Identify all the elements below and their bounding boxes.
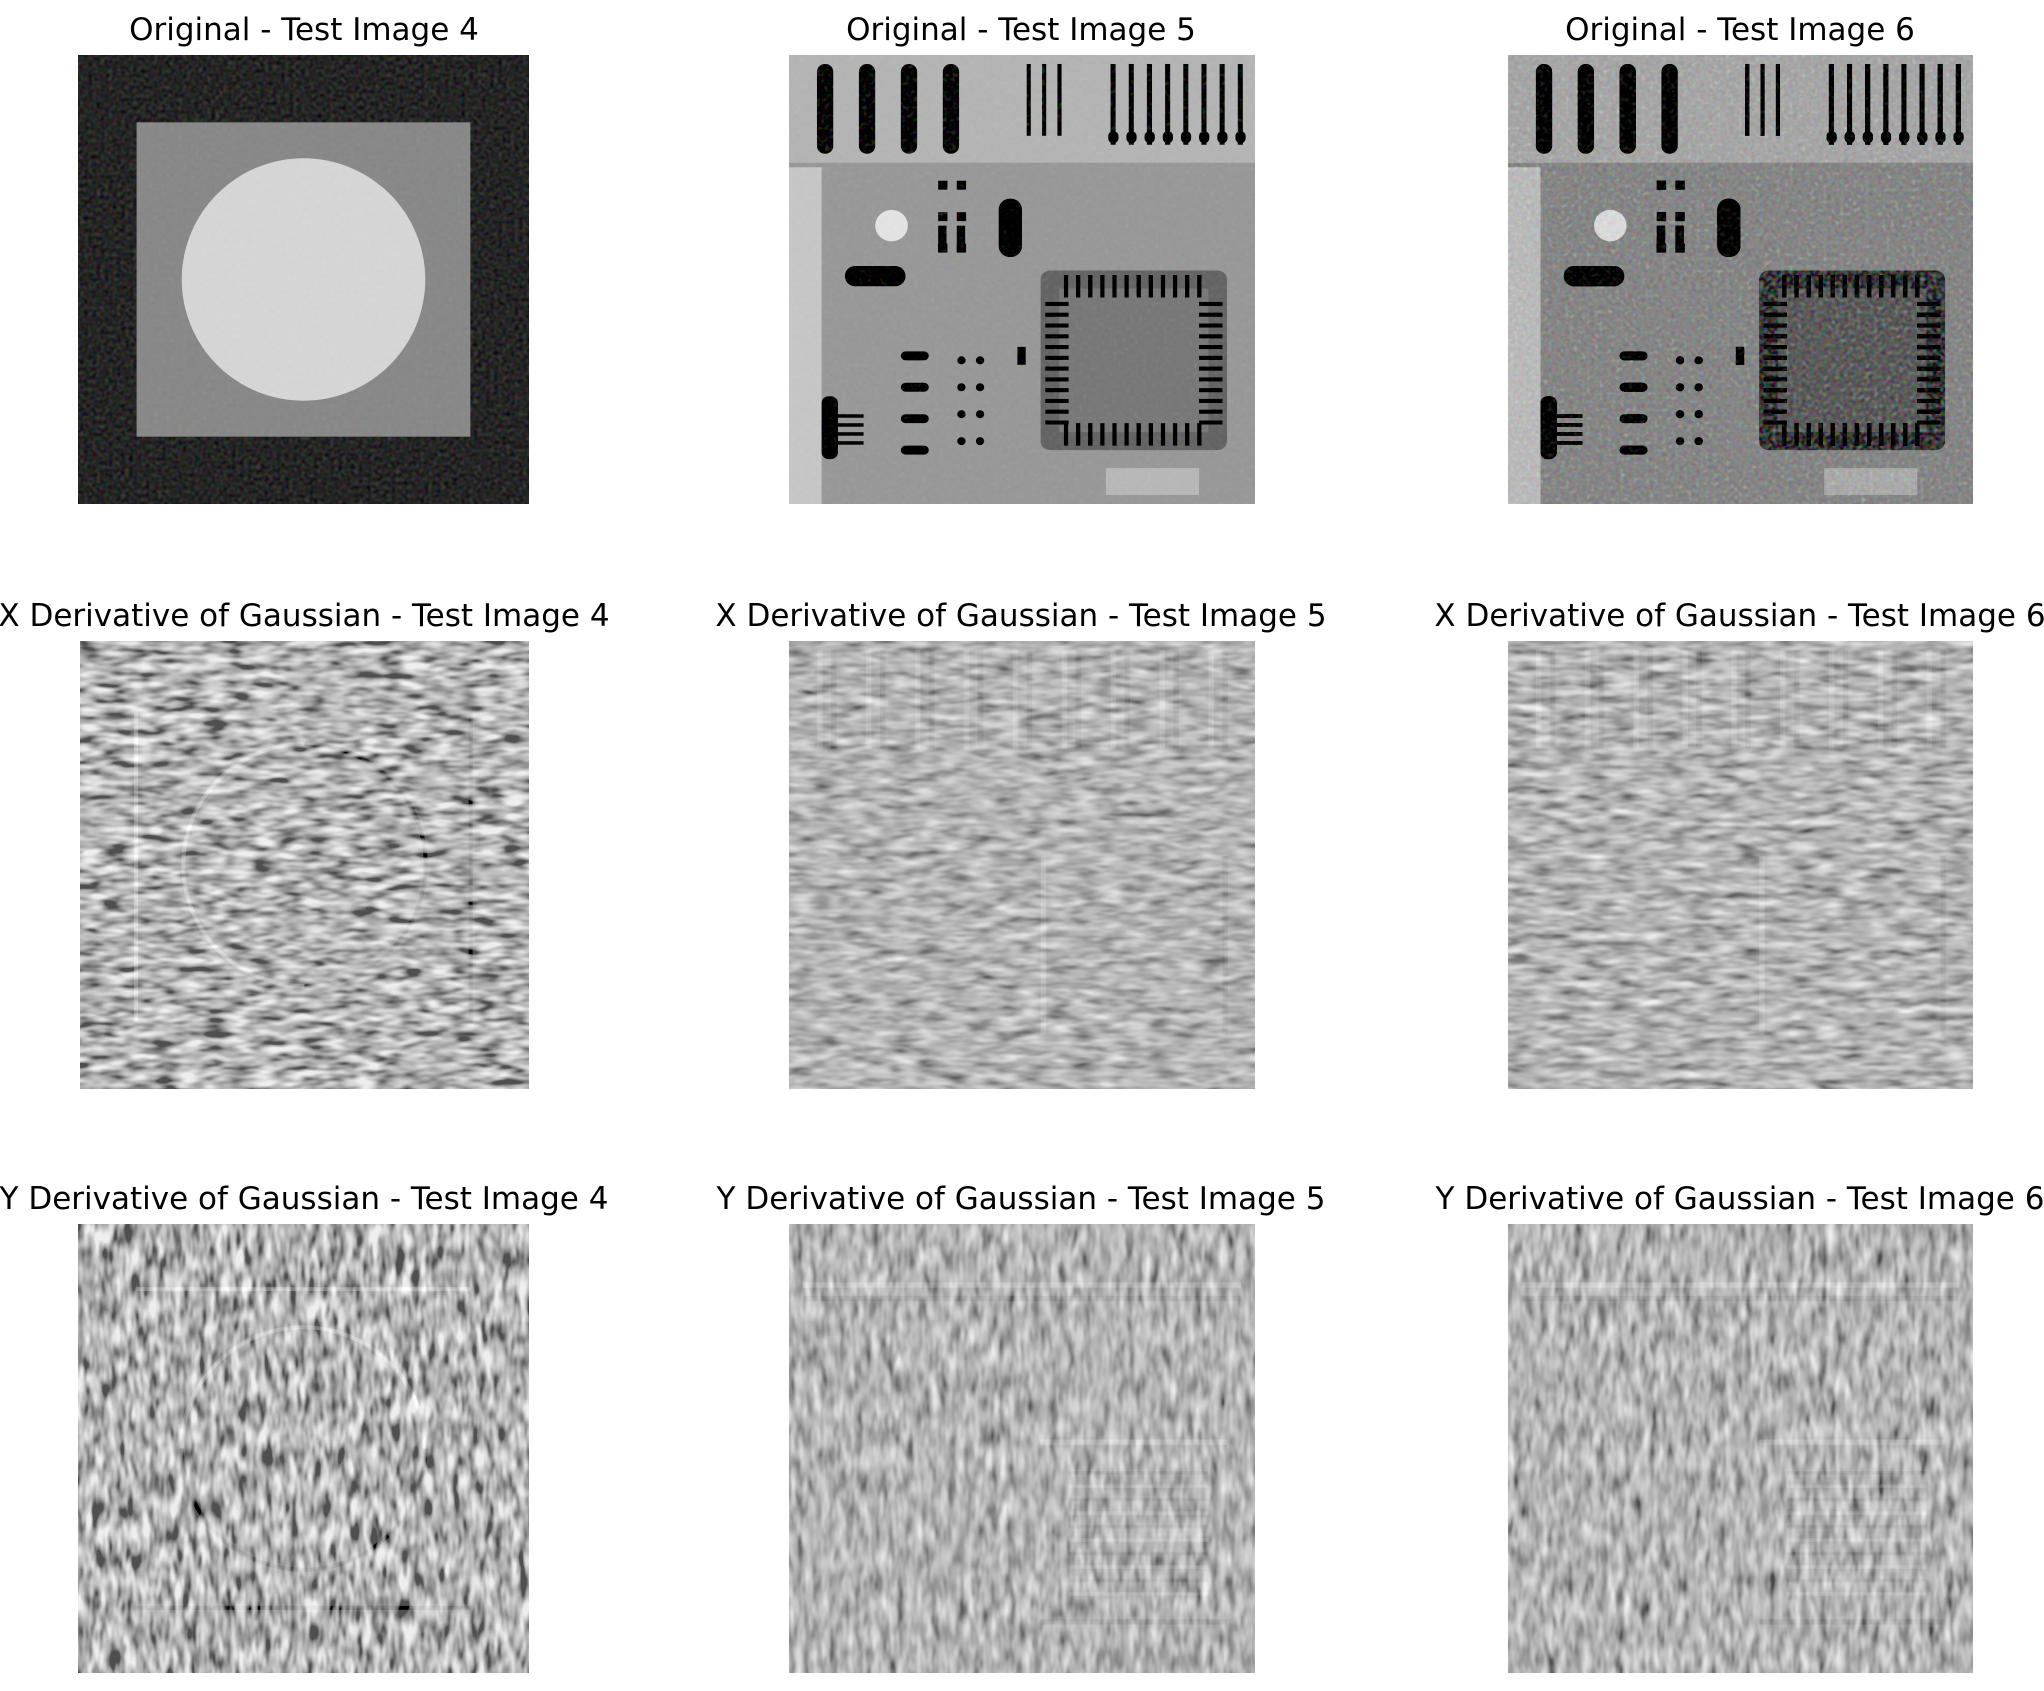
image-original-5: [789, 55, 1255, 504]
panel-image-svg: [1508, 55, 1973, 504]
panel-image-svg: [78, 55, 529, 504]
panel-title-original-6: Original - Test Image 6: [1565, 12, 1915, 48]
image-xderiv-4: [80, 641, 529, 1089]
image-xderiv-5: [789, 641, 1255, 1089]
panel-title-xderiv-4: X Derivative of Gaussian - Test Image 4: [0, 598, 610, 634]
panel-image-svg: [1508, 1224, 1973, 1673]
image-yderiv-4: [78, 1224, 529, 1673]
panel-image-svg: [789, 1224, 1255, 1673]
panel-image-svg: [789, 641, 1255, 1089]
panel-title-original-4: Original - Test Image 4: [129, 12, 479, 48]
image-yderiv-5: [789, 1224, 1255, 1673]
image-yderiv-6: [1508, 1224, 1973, 1673]
panel-image-svg: [1508, 641, 1973, 1089]
panel-title-yderiv-6: Y Derivative of Gaussian - Test Image 6: [1435, 1181, 2044, 1217]
panel-title-original-5: Original - Test Image 5: [846, 12, 1196, 48]
panel-image-svg: [80, 641, 529, 1089]
panel-title-yderiv-4: Y Derivative of Gaussian - Test Image 4: [0, 1181, 609, 1217]
panel-image-svg: [78, 1224, 529, 1673]
image-xderiv-6: [1508, 641, 1973, 1089]
panel-image-svg: [789, 55, 1255, 504]
panel-title-xderiv-6: X Derivative of Gaussian - Test Image 6: [1434, 598, 2044, 634]
panel-title-xderiv-5: X Derivative of Gaussian - Test Image 5: [715, 598, 1327, 634]
image-original-4: [78, 55, 529, 504]
panel-title-yderiv-5: Y Derivative of Gaussian - Test Image 5: [716, 1181, 1326, 1217]
image-original-6: [1508, 55, 1973, 504]
